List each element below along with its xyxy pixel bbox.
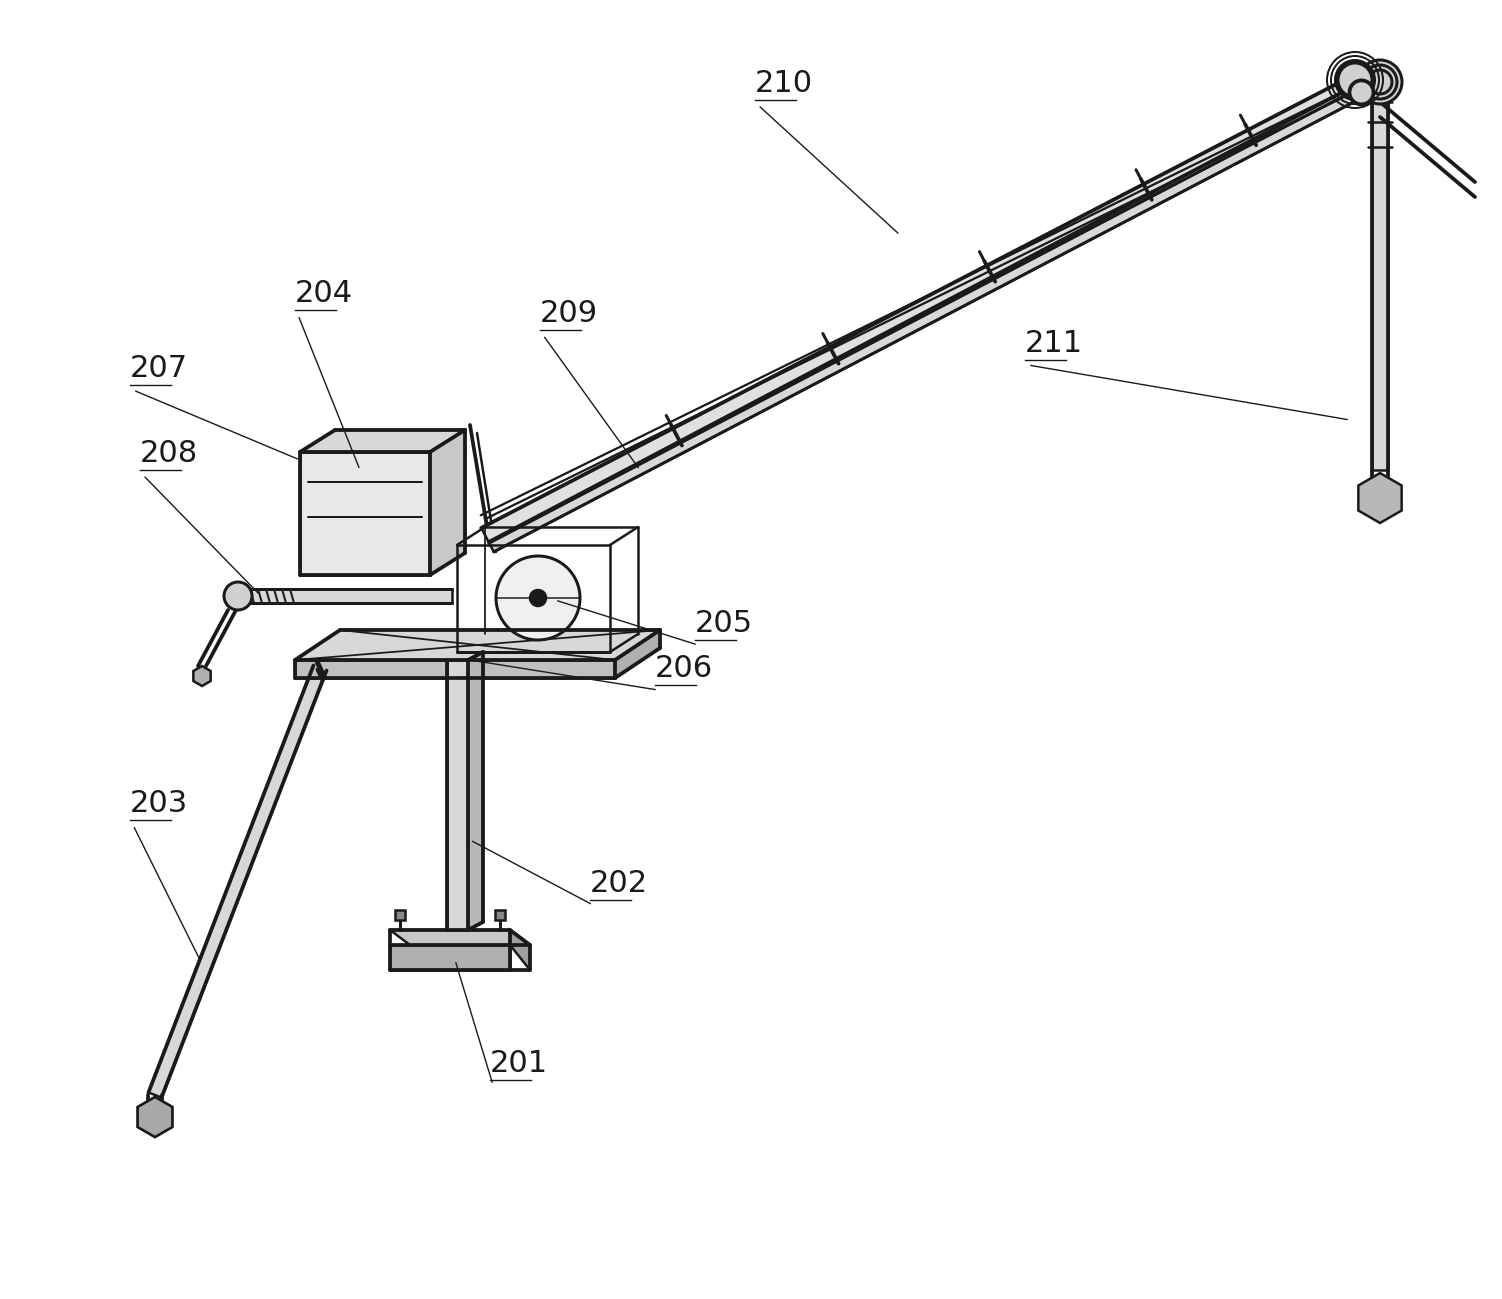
Polygon shape [391,930,530,944]
Circle shape [1349,81,1373,104]
Circle shape [496,556,580,640]
Text: 209: 209 [541,299,598,329]
Text: 204: 204 [294,279,353,308]
Polygon shape [1358,473,1401,523]
Polygon shape [469,652,484,930]
Circle shape [1337,62,1373,97]
Polygon shape [511,930,530,970]
Polygon shape [240,588,452,603]
Circle shape [1358,60,1401,104]
Polygon shape [294,660,614,678]
Text: 210: 210 [756,69,813,97]
Polygon shape [138,1096,173,1137]
Polygon shape [149,665,326,1098]
Polygon shape [194,666,210,686]
Text: 208: 208 [140,439,198,468]
Polygon shape [614,630,659,678]
Text: 206: 206 [655,653,713,683]
Polygon shape [294,630,659,660]
Polygon shape [490,88,1364,552]
Polygon shape [138,1096,173,1137]
Polygon shape [448,660,469,930]
Polygon shape [430,430,466,575]
Circle shape [530,590,547,607]
Polygon shape [1371,82,1388,470]
Text: 201: 201 [490,1050,548,1078]
Text: 202: 202 [590,869,649,898]
Text: 205: 205 [695,609,753,638]
Text: 207: 207 [131,355,188,383]
Polygon shape [300,430,466,452]
Text: 203: 203 [131,788,188,818]
Polygon shape [391,944,511,970]
Text: 211: 211 [1024,329,1083,359]
Circle shape [224,582,252,611]
Polygon shape [300,452,430,575]
Polygon shape [481,75,1358,542]
Polygon shape [496,911,505,920]
Polygon shape [395,911,406,920]
